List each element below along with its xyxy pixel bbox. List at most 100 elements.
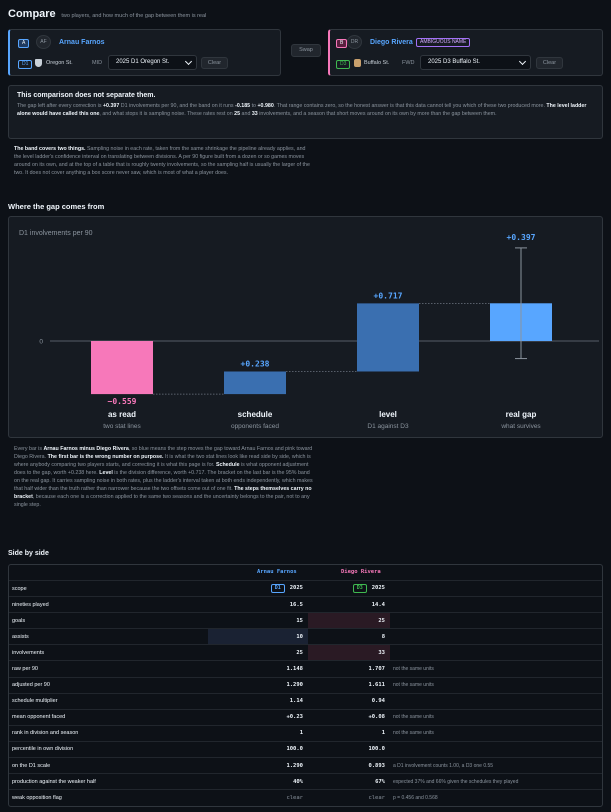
category-sublabel: opponents faced [231, 423, 279, 430]
player-b-division-badge: D3 [336, 60, 351, 69]
table-row: nineties played 16.5 14.4 [9, 596, 602, 613]
player-b-clear-button[interactable]: Clear [536, 57, 563, 69]
player-b-position: FWD [402, 60, 415, 66]
table-row: percentile in own division 100.0 100.0 [9, 740, 602, 758]
page-title: Compare [8, 8, 56, 20]
table-row: rank in division and season 1 1 not the sam… [9, 724, 602, 742]
value-player-b: +0.08 [308, 708, 390, 726]
row-label: on the D1 scale [9, 757, 208, 774]
category-label: level [379, 410, 397, 419]
value-player-a: 100.0 [208, 740, 308, 758]
player-a-avatar: AF [36, 35, 51, 49]
swap-button[interactable]: Swap [291, 44, 321, 57]
value-player-a: +0.23 [208, 708, 308, 726]
verdict-panel: This comparison does not separate them. … [8, 85, 603, 139]
value-player-a: 1.290 [208, 757, 308, 774]
value-player-a: 15 [208, 612, 308, 629]
row-label: rank in division and season [9, 724, 208, 742]
value-label: −0.559 [108, 397, 137, 406]
row-note [390, 596, 602, 613]
player-b-slot: B [336, 39, 348, 48]
division-badge: D1 [270, 584, 285, 594]
value-player-b: 0.94 [308, 692, 390, 710]
table-row: on the D1 scale 1.290 0.893 a D1 involvemen… [9, 757, 602, 774]
ambiguous-name-badge: AMBIGUOUS NAME [416, 38, 471, 47]
player-a-slot: A [18, 39, 30, 48]
row-label: schedule multiplier [9, 692, 208, 710]
category-sublabel: what survives [500, 423, 541, 430]
value-player-a: D1 2025 [208, 579, 308, 597]
table-row: assists 10 8 [9, 628, 602, 645]
row-note: not the same units [390, 676, 602, 694]
value-label: +0.717 [374, 291, 403, 300]
value-player-b: 1.707 [308, 660, 390, 678]
category-sublabel: two stat lines [103, 423, 141, 430]
row-label: production against the weaker half [9, 773, 208, 790]
column-header-a: Arnau Farnos [257, 569, 297, 575]
row-note [390, 628, 602, 645]
value-label: +0.238 [241, 359, 270, 368]
category-sublabel: D1 against D3 [367, 423, 409, 430]
player-b-card: B DR Diego Rivera AMBIGUOUS NAME D3 Buff… [328, 29, 603, 76]
row-label: assists [9, 628, 208, 645]
value-player-b: D3 2025 [308, 579, 390, 597]
table-row: weak opposition flag clear clear p = 0.456 … [9, 789, 602, 806]
row-note: expected 37% and 66% given the schedules… [390, 773, 602, 790]
player-b-name[interactable]: Diego Rivera [370, 39, 413, 46]
zero-tick-label: 0 [39, 339, 43, 346]
band-explanation: The band covers two things. Sampling noi… [14, 146, 310, 176]
row-label: involvements [9, 644, 208, 661]
player-a-division-badge: D1 [18, 60, 33, 69]
table-row: involvements 25 33 [9, 644, 602, 661]
row-label: raw per 90 [9, 660, 208, 678]
category-label: schedule [238, 410, 273, 419]
row-note [390, 579, 602, 597]
chart-y-label: D1 involvements per 90 [19, 230, 93, 237]
value-player-a: 10 [208, 628, 308, 645]
player-b-avatar: DR [347, 35, 362, 49]
row-label: weak opposition flag [9, 789, 208, 806]
row-note: not the same units [390, 724, 602, 742]
waterfall-bar [224, 371, 286, 395]
value-player-a: 16.5 [208, 596, 308, 613]
value-player-b: 1.611 [308, 676, 390, 694]
category-label: real gap [506, 410, 537, 419]
row-note [390, 644, 602, 661]
value-player-b: 1 [308, 724, 390, 742]
comparison-table: scope D1 2025 D3 2025 nineties played 16.5 14.4… [9, 579, 602, 806]
row-note: p = 0.456 and 0.568 [390, 789, 602, 806]
table-row: mean opponent faced +0.23 +0.08 not the sam… [9, 708, 602, 726]
value-player-b: 67% [308, 773, 390, 790]
waterfall-chart: D1 involvements per 90 0 −0.559 as read tw… [19, 230, 599, 430]
table-row: raw per 90 1.148 1.707 not the same units [9, 660, 602, 678]
school-logo-icon [354, 59, 361, 67]
category-label: as read [108, 410, 136, 419]
table-row: adjusted per 90 1.290 1.611 not the same un… [9, 676, 602, 694]
player-a-clear-button[interactable]: Clear [201, 57, 228, 69]
value-player-b: 14.4 [308, 596, 390, 613]
division-badge: D3 [352, 584, 367, 594]
row-note [390, 692, 602, 710]
value-player-b: 100.0 [308, 740, 390, 758]
row-note: not the same units [390, 708, 602, 726]
page-header: Compare two players, and how much of the… [8, 8, 206, 20]
row-note: not the same units [390, 660, 602, 678]
row-label: mean opponent faced [9, 708, 208, 726]
player-a-season-select[interactable]: 2025 D1 Oregon St. [108, 55, 197, 70]
value-player-a: 40% [208, 773, 308, 790]
table-row: schedule multiplier 1.14 0.94 [9, 692, 602, 710]
player-a-season-value: 2025 D1 Oregon St. [116, 59, 170, 65]
player-a-name[interactable]: Arnau Farnos [59, 39, 105, 46]
side-section-title: Side by side [8, 550, 49, 557]
school-shield-icon [35, 59, 42, 67]
value-player-a: 25 [208, 644, 308, 661]
player-b-season-select[interactable]: 2025 D3 Buffalo St. [420, 55, 531, 70]
row-note [390, 612, 602, 629]
value-player-b: 0.893 [308, 757, 390, 774]
row-label: percentile in own division [9, 740, 208, 758]
chevron-down-icon [518, 57, 527, 66]
player-a-card: A AF Arnau Farnos D1 Oregon St. MID 2025… [8, 29, 281, 76]
row-label: goals [9, 612, 208, 629]
row-note [390, 740, 602, 758]
value-player-b: 25 [308, 612, 390, 629]
